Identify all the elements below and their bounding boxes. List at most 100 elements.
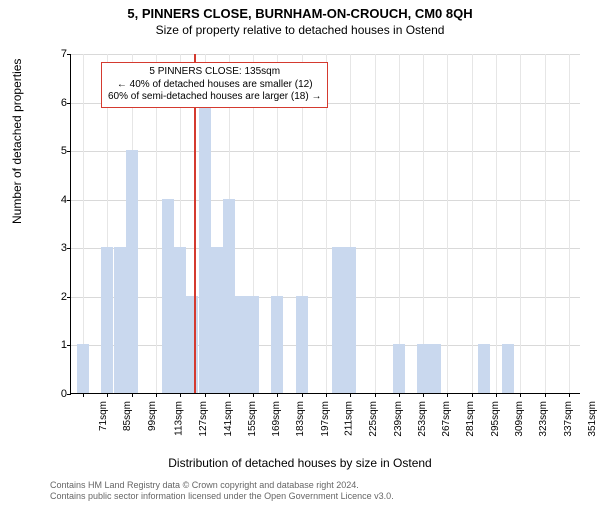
x-tick-mark xyxy=(205,393,206,397)
x-tick-mark xyxy=(229,393,230,397)
y-axis-label: Number of detached properties xyxy=(10,59,24,224)
histogram-bar xyxy=(174,247,186,393)
x-tick-mark xyxy=(132,393,133,397)
x-tick-label: 183sqm xyxy=(295,401,306,437)
x-tick-label: 197sqm xyxy=(319,401,330,437)
y-tick-mark xyxy=(67,151,71,152)
gridline-v xyxy=(399,54,400,393)
histogram-bar xyxy=(101,247,113,393)
histogram-bar xyxy=(393,344,405,393)
x-tick-label: 309sqm xyxy=(514,401,525,437)
histogram-bar xyxy=(478,344,490,393)
x-tick-mark xyxy=(277,393,278,397)
gridline-v xyxy=(569,54,570,393)
y-tick-label: 0 xyxy=(55,388,67,400)
histogram-bar xyxy=(502,344,514,393)
histogram-bar xyxy=(344,247,356,393)
histogram-bar xyxy=(235,296,247,393)
y-tick-label: 5 xyxy=(55,145,67,157)
x-tick-mark xyxy=(180,393,181,397)
gridline-v xyxy=(423,54,424,393)
histogram-bar xyxy=(114,247,126,393)
y-tick-label: 7 xyxy=(55,48,67,60)
annotation-line-2: ← 40% of detached houses are smaller (12… xyxy=(108,79,321,92)
y-tick-mark xyxy=(67,345,71,346)
x-tick-label: 323sqm xyxy=(538,401,549,437)
plot-area: 0123456771sqm85sqm99sqm113sqm127sqm141sq… xyxy=(70,54,580,394)
gridline-v xyxy=(472,54,473,393)
histogram-bar xyxy=(162,199,174,393)
x-tick-mark xyxy=(472,393,473,397)
footer-line-1: Contains HM Land Registry data © Crown c… xyxy=(50,480,394,491)
annotation-line-3: 60% of semi-detached houses are larger (… xyxy=(108,91,321,104)
x-tick-mark xyxy=(326,393,327,397)
x-tick-mark xyxy=(399,393,400,397)
histogram-bar xyxy=(417,344,429,393)
y-tick-mark xyxy=(67,54,71,55)
annotation-line-1: 5 PINNERS CLOSE: 135sqm xyxy=(108,66,321,79)
histogram-bar xyxy=(271,296,283,393)
x-tick-label: 85sqm xyxy=(122,401,133,431)
y-tick-label: 1 xyxy=(55,339,67,351)
x-tick-label: 155sqm xyxy=(247,401,258,437)
x-tick-label: 99sqm xyxy=(147,401,158,431)
histogram-bar xyxy=(77,344,89,393)
x-tick-mark xyxy=(107,393,108,397)
histogram-bar xyxy=(332,247,344,393)
x-tick-label: 239sqm xyxy=(392,401,403,437)
y-tick-mark xyxy=(67,248,71,249)
x-tick-mark xyxy=(375,393,376,397)
chart-area: 0123456771sqm85sqm99sqm113sqm127sqm141sq… xyxy=(50,54,580,424)
x-tick-mark xyxy=(496,393,497,397)
x-tick-mark xyxy=(545,393,546,397)
y-tick-mark xyxy=(67,394,71,395)
x-tick-mark xyxy=(83,393,84,397)
x-tick-label: 253sqm xyxy=(417,401,428,437)
histogram-bar xyxy=(223,199,235,393)
x-tick-mark xyxy=(520,393,521,397)
x-tick-label: 281sqm xyxy=(465,401,476,437)
x-axis-label: Distribution of detached houses by size … xyxy=(0,456,600,470)
chart-title: 5, PINNERS CLOSE, BURNHAM-ON-CROUCH, CM0… xyxy=(0,6,600,21)
x-tick-mark xyxy=(350,393,351,397)
x-tick-label: 169sqm xyxy=(271,401,282,437)
x-tick-label: 267sqm xyxy=(441,401,452,437)
gridline-v xyxy=(375,54,376,393)
histogram-bar xyxy=(429,344,441,393)
x-tick-label: 141sqm xyxy=(222,401,233,437)
x-tick-mark xyxy=(569,393,570,397)
x-tick-label: 71sqm xyxy=(98,401,109,431)
footer-line-2: Contains public sector information licen… xyxy=(50,491,394,502)
annotation-box: 5 PINNERS CLOSE: 135sqm ← 40% of detache… xyxy=(101,62,328,108)
gridline-v xyxy=(545,54,546,393)
x-tick-label: 351sqm xyxy=(587,401,598,437)
x-tick-label: 295sqm xyxy=(489,401,500,437)
y-tick-label: 6 xyxy=(55,97,67,109)
gridline-v xyxy=(496,54,497,393)
x-tick-mark xyxy=(156,393,157,397)
chart-subtitle: Size of property relative to detached ho… xyxy=(0,23,600,37)
histogram-bar xyxy=(186,296,198,393)
footer-attribution: Contains HM Land Registry data © Crown c… xyxy=(50,480,394,502)
x-tick-mark xyxy=(302,393,303,397)
x-tick-label: 225sqm xyxy=(368,401,379,437)
y-tick-mark xyxy=(67,200,71,201)
histogram-bar xyxy=(296,296,308,393)
y-tick-label: 3 xyxy=(55,242,67,254)
x-tick-label: 211sqm xyxy=(343,401,354,436)
x-tick-mark xyxy=(253,393,254,397)
histogram-bar xyxy=(126,150,138,393)
y-tick-label: 2 xyxy=(55,291,67,303)
x-tick-label: 337sqm xyxy=(562,401,573,437)
x-tick-label: 113sqm xyxy=(173,401,184,436)
y-tick-label: 4 xyxy=(55,194,67,206)
x-tick-mark xyxy=(423,393,424,397)
y-tick-mark xyxy=(67,297,71,298)
histogram-bar xyxy=(247,296,259,393)
gridline-v xyxy=(520,54,521,393)
x-tick-mark xyxy=(447,393,448,397)
gridline-v xyxy=(447,54,448,393)
y-tick-mark xyxy=(67,103,71,104)
histogram-bar xyxy=(199,102,211,393)
x-tick-label: 127sqm xyxy=(198,401,209,437)
